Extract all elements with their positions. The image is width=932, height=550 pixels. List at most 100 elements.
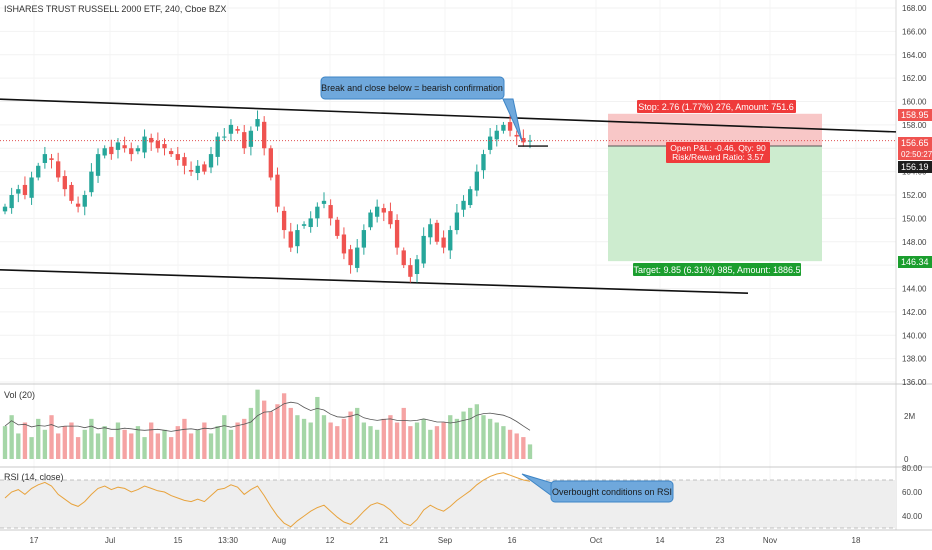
volume-bar [155,433,161,459]
volume-bar [368,426,373,459]
candle-body [361,230,367,248]
candle-body [69,184,74,201]
callout-rsi-text: Overbought conditions on RSI [552,487,672,497]
volume-bar [481,415,486,459]
candle-body [374,206,380,217]
candle-body [109,146,114,155]
rsi-series [0,472,896,529]
bar-countdown-text: 02:50:27 [901,150,932,159]
chart-title: ISHARES TRUST RUSSELL 2000 ETF, 240, Cbo… [4,4,226,14]
volume-bar [9,415,14,459]
volume-series [2,389,533,459]
volume-bar [328,422,333,459]
volume-bar [195,429,200,459]
price-tick-label: 158.00 [902,121,927,130]
candle-body [468,189,473,206]
candle-body [321,200,327,204]
candle-body [268,148,273,178]
callout-top-text: Break and close below = bearish confirma… [321,83,503,93]
volume-bar [494,422,499,459]
candle-body [262,121,267,149]
volume-bar [122,429,127,459]
volume-bar [49,415,54,459]
volume-bar [527,444,533,459]
price-axis[interactable]: 168.00 166.00 164.00 162.00 160.00 158.00 156.… [902,4,927,387]
stop-info-label[interactable]: Stop: 2.76 (1.77%) 276, Amount: 751.6 [637,100,796,113]
volume-bar [361,422,367,459]
candle-body [9,195,14,209]
volume-bar [434,426,440,459]
time-tick-label: 13:30 [218,536,239,545]
volume-bar [262,400,267,459]
candle-body [235,129,240,131]
callout-bearish-confirmation[interactable]: Break and close below = bearish confirma… [320,76,523,142]
volume-bar [248,407,254,459]
volume-bar [468,407,473,459]
volume-tick-label: 2M [904,412,915,421]
volume-bar [514,433,519,459]
volume-bar [208,433,214,459]
time-tick-label: Jul [105,536,115,545]
volume-bar [321,415,327,459]
candle-body [501,124,506,131]
candle-body [228,124,234,134]
candle-body [255,119,260,127]
target-info-label[interactable]: Target: 9.85 (6.31%) 985, Amount: 1886.5 [633,263,801,276]
volume-bar [175,426,180,459]
candle-body [42,154,48,163]
volume-bar [341,418,347,459]
pnl-info-label[interactable]: Open P&L: -0.46, Qty: 90 Risk/Reward Rat… [666,142,770,163]
candle-body [401,250,406,266]
time-tick-label: Nov [763,536,777,545]
candle-body [82,195,87,207]
candle-body [341,234,347,254]
volume-bar [501,426,506,459]
candle-body [129,148,134,155]
volume-bar [295,415,300,459]
volume-pane-title: Vol (20) [4,390,35,400]
rsi-tick-label: 60.00 [902,488,923,497]
volume-bar [394,422,400,459]
callout-rsi-overbought[interactable]: Overbought conditions on RSI [521,473,674,503]
rsi-pane-title: RSI (14, close) [4,472,64,482]
candle-body [102,148,107,156]
candle-body [115,142,121,150]
candle-body [335,219,340,236]
candle-body [388,211,393,225]
time-tick-label: 21 [380,536,389,545]
candle-body [188,169,194,172]
volume-bar [62,426,67,459]
candle-body [195,165,200,174]
candle-body [487,136,493,150]
volume-bar [381,418,386,459]
volume-bar [215,426,220,459]
candle-body [408,265,413,277]
lower-channel-line[interactable] [0,269,749,294]
stop-info-text: Stop: 2.76 (1.77%) 276, Amount: 751.6 [638,102,794,112]
rsi-axis: 80.00 60.00 40.00 [902,464,923,521]
volume-bar [388,415,393,459]
channel-trendlines[interactable] [0,98,897,294]
volume-bar [22,422,28,459]
candle-body [414,259,420,275]
rsi-tick-label: 40.00 [902,512,923,521]
candle-body [441,237,446,248]
stop-level-label: 158.95 [898,109,932,121]
price-tick-label: 162.00 [902,74,927,83]
volume-bar [188,433,194,459]
volume-bar [162,429,167,459]
volume-bar [507,429,513,459]
price-tick-label: 142.00 [902,308,927,317]
time-tick-label: 17 [30,536,39,545]
volume-bar [82,429,87,459]
price-tick-label: 166.00 [902,27,927,36]
current-price-label: 156.65 02:50:27 [898,137,932,160]
time-axis[interactable]: 17 Jul 15 13:30 Aug 12 21 Sep 16 Oct 14 23 Nov 18 [30,536,861,545]
candle-body [461,200,466,210]
candlestick-series [2,110,533,283]
volume-bar [69,422,74,459]
upper-channel-line[interactable] [0,98,897,133]
candle-body [434,222,440,242]
volume-bar [441,422,446,459]
